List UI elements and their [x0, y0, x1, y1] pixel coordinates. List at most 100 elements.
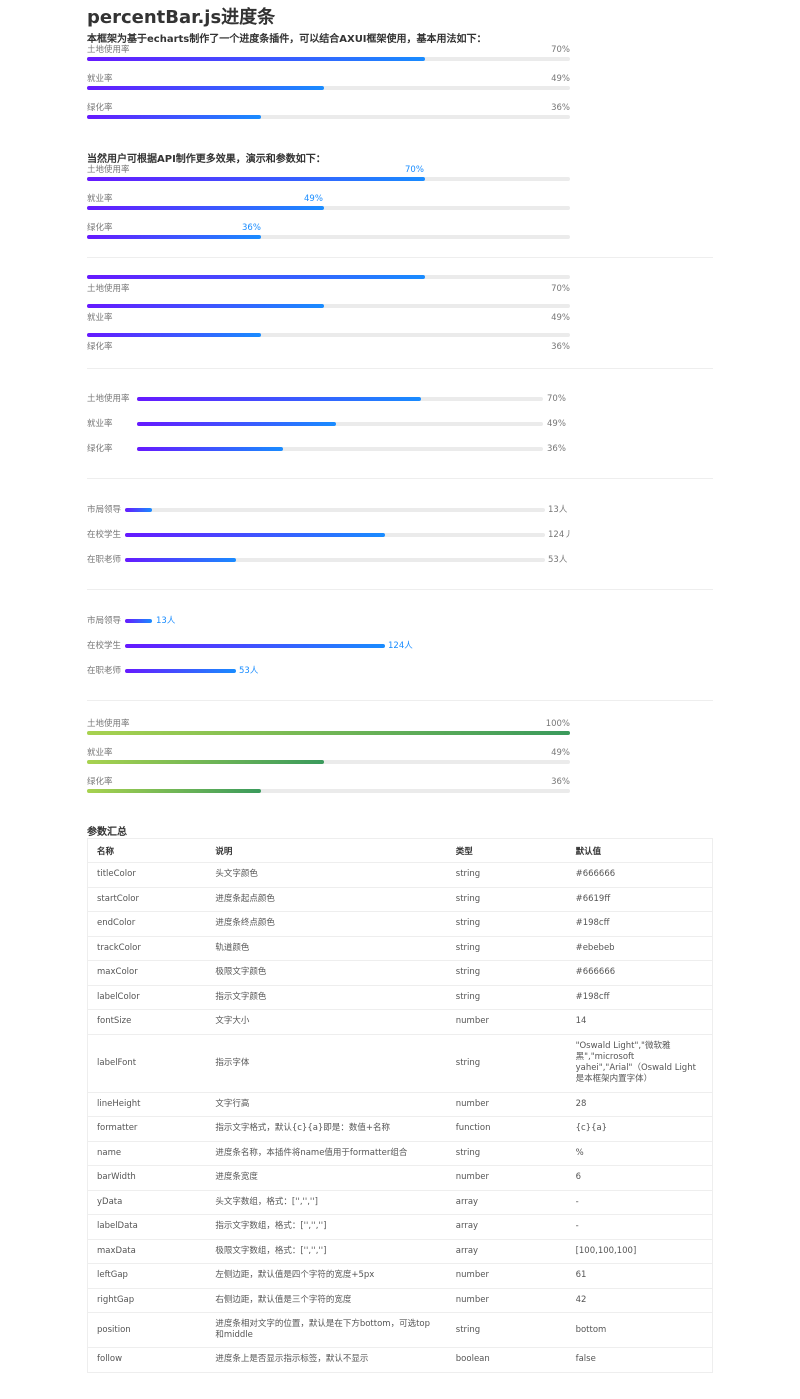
- table-row: position 进度条相对文字的位置，默认是在下方bottom，可选top和mi…: [87, 1312, 713, 1348]
- bar-fill: [125, 533, 386, 537]
- bar-fill: [87, 57, 426, 61]
- table-row: maxColor 极限文字颜色 string #666666: [87, 960, 713, 986]
- cell-name: lineHeight: [87, 1092, 207, 1117]
- bar-max-label: 36%: [551, 103, 570, 113]
- bar-title: 就业率: [87, 419, 113, 429]
- cell-desc: 进度条名称，本插件将name值用于formatter组合: [206, 1141, 447, 1166]
- cell-type: number: [446, 1165, 567, 1191]
- bar-follow-label: 124人: [388, 641, 413, 651]
- bar-track: [87, 115, 570, 119]
- cell-type: array: [446, 1190, 567, 1215]
- cell-default: {c}{a}: [566, 1116, 713, 1142]
- bar-max-label: 49%: [551, 748, 570, 758]
- cell-default: "Oswald Light","微软雅黑","microsoft yahei",…: [566, 1034, 713, 1093]
- bar-max-label: 100%: [545, 719, 570, 729]
- cell-default: -: [566, 1214, 713, 1240]
- bar-max-label: 70%: [547, 394, 566, 404]
- table-row: trackColor 轨道颜色 string #ebebeb: [87, 936, 713, 961]
- cell-type: string: [446, 887, 567, 912]
- column-header-default: 默认值: [566, 838, 713, 863]
- bar-title: 就业率: [87, 748, 113, 758]
- bar-title: 就业率: [87, 74, 113, 84]
- cell-default: false: [566, 1347, 713, 1373]
- bar-row: 在校学生 124丿: [87, 530, 573, 550]
- bar-max-label: 70%: [551, 284, 570, 294]
- cell-desc: 进度条相对文字的位置，默认是在下方bottom，可选top和middle: [206, 1312, 447, 1348]
- bar-title: 绿化率: [87, 223, 113, 233]
- bar-follow-label: 70%: [405, 165, 424, 175]
- params-heading: 参数汇总: [87, 827, 127, 838]
- cell-desc: 头文字数组，格式：['','','']: [206, 1190, 447, 1215]
- cell-default: #666666: [566, 862, 713, 888]
- cell-default: #6619ff: [566, 887, 713, 912]
- column-header-type: 类型: [446, 838, 567, 863]
- bar-max-label: 36%: [551, 342, 570, 352]
- bar-fill: [87, 304, 324, 308]
- bar-title: 土地使用率: [87, 394, 130, 404]
- bar-row: 市局领导 13人: [87, 616, 570, 636]
- table-row: endColor 进度条终点颜色 string #198cff: [87, 911, 713, 937]
- bar-track: [125, 533, 545, 537]
- bar-fill: [87, 789, 261, 793]
- bar-row: 土地使用率 100%: [87, 718, 570, 738]
- bar-fill: [125, 644, 386, 648]
- bar-max-label: 49%: [551, 74, 570, 84]
- bar-fill: [87, 275, 426, 279]
- table-row: yData 头文字数组，格式：['','',''] array -: [87, 1190, 713, 1215]
- cell-type: number: [446, 1288, 567, 1313]
- table-row: fontSize 文字大小 number 14: [87, 1009, 713, 1035]
- bar-title: 绿化率: [87, 444, 113, 454]
- bar-track: [137, 397, 543, 401]
- table-row: labelFont 指示字体 string "Oswald Light","微软雅黑"…: [87, 1034, 713, 1093]
- bar-track: [87, 235, 570, 239]
- bar-track: [87, 57, 570, 61]
- bar-row: 在职老师 53人: [87, 666, 570, 686]
- bar-max-label: 53人: [548, 555, 568, 565]
- bar-row: 绿化率 36%: [87, 333, 570, 353]
- chart-green: 土地使用率 100% 就业率 49% 绿化率 36%: [87, 718, 570, 798]
- bar-row: 就业率 49%: [87, 193, 570, 213]
- cell-name: formatter: [87, 1116, 207, 1142]
- bar-track: [87, 177, 570, 181]
- divider: [87, 257, 713, 258]
- bar-track: [87, 760, 570, 764]
- table-row: maxData 极限文字数组，格式：['','',''] array [100,100…: [87, 1239, 713, 1264]
- cell-name: endColor: [87, 911, 207, 937]
- bar-max-label: 49%: [551, 313, 570, 323]
- table-row: labelData 指示文字数组，格式：['','',''] array -: [87, 1214, 713, 1240]
- bar-row: 土地使用率 70%: [87, 44, 570, 64]
- bar-fill: [87, 235, 261, 239]
- bar-fill: [87, 731, 570, 735]
- bar-fill: [125, 669, 237, 673]
- bar-max-label: 70%: [551, 45, 570, 55]
- cell-desc: 指示文字颜色: [206, 985, 447, 1010]
- table-body: titleColor 头文字颜色 string #666666 startColor 进度…: [87, 862, 713, 1373]
- chart-people-track: 市局领导 13人 在校学生 124丿 在职老师 53人: [87, 505, 573, 565]
- intro-text: 本框架为基于echarts制作了一个进度条插件，可以结合AXUI框架使用，基本用…: [87, 34, 487, 45]
- bar-track: [87, 86, 570, 90]
- cell-type: number: [446, 1009, 567, 1035]
- cell-default: 28: [566, 1092, 713, 1117]
- bar-max-label: 49%: [547, 419, 566, 429]
- bar-row: 土地使用率 70%: [87, 394, 570, 414]
- bar-row: 土地使用率 70%: [87, 164, 570, 184]
- cell-type: string: [446, 1141, 567, 1166]
- cell-type: string: [446, 862, 567, 888]
- cell-name: maxData: [87, 1239, 207, 1264]
- bar-title: 绿化率: [87, 103, 113, 113]
- cell-name: maxColor: [87, 960, 207, 986]
- column-header-desc: 说明: [206, 838, 447, 863]
- bar-max-label: 13人: [548, 505, 568, 515]
- chart-position-middle: 土地使用率 70% 就业率 49% 绿化率 36%: [87, 394, 570, 454]
- bar-row: 绿化率 36%: [87, 102, 570, 122]
- bar-title: 绿化率: [87, 777, 113, 787]
- cell-name: fontSize: [87, 1009, 207, 1035]
- bar-fill: [87, 206, 324, 210]
- cell-name: trackColor: [87, 936, 207, 961]
- bar-title: 绿化率: [87, 342, 113, 352]
- bar-max-label: 36%: [551, 777, 570, 787]
- cell-default: [100,100,100]: [566, 1239, 713, 1264]
- bar-follow-label: 13人: [156, 616, 176, 626]
- cell-name: barWidth: [87, 1165, 207, 1191]
- cell-name: yData: [87, 1190, 207, 1215]
